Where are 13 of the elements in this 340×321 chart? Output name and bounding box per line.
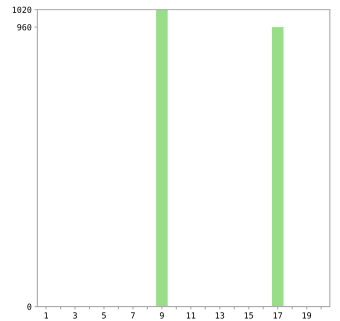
x-tick-label: 13 bbox=[216, 312, 224, 319]
x-tick-label: 11 bbox=[186, 312, 196, 318]
y-tick-label: 0 bbox=[27, 304, 32, 310]
y-tick-label: 1020 bbox=[12, 6, 32, 13]
x-tick-label: 15 bbox=[244, 312, 254, 319]
x-tick-label: 7 bbox=[130, 312, 135, 318]
x-tick-label: 1 bbox=[44, 312, 48, 318]
x-tick-label: 9 bbox=[160, 312, 164, 319]
x-tick-label: 3 bbox=[73, 312, 77, 319]
x-tick-label: 5 bbox=[102, 312, 106, 319]
x-tick-label: 17 bbox=[274, 312, 282, 318]
y-tick-label: 960 bbox=[17, 24, 32, 30]
x-tick-label: 19 bbox=[302, 312, 312, 319]
